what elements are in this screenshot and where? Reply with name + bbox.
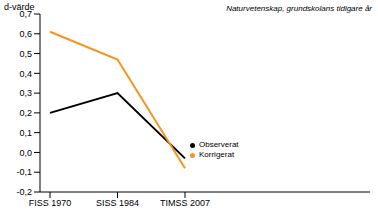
svg-text:0,5: 0,5 <box>19 49 32 59</box>
svg-text:0,0: 0,0 <box>19 148 32 158</box>
html-text:Observerat: Observerat <box>199 140 239 149</box>
svg-text:0,2: 0,2 <box>19 108 32 118</box>
svg-text:FISS 1970: FISS 1970 <box>29 198 72 208</box>
svg-text:0,7: 0,7 <box>19 9 32 20</box>
svg-text:-0,2: -0,2 <box>16 187 32 197</box>
svg-text:0,3: 0,3 <box>19 88 32 98</box>
svg-text:SISS 1984: SISS 1984 <box>96 198 139 208</box>
svg-text:0,4: 0,4 <box>19 69 32 79</box>
svg-text:-0,1: -0,1 <box>16 167 32 177</box>
html-text:d-värde: d-värde <box>4 2 35 12</box>
html-text:Korrigerat: Korrigerat <box>199 150 235 159</box>
html-text:Naturvetenskap, grundskolans t: Naturvetenskap, grundskolans tidigare år <box>226 4 372 13</box>
svg-text:TIMSS 2007: TIMSS 2007 <box>160 198 210 208</box>
svg-text:0,6: 0,6 <box>19 29 32 39</box>
svg-text:0,1: 0,1 <box>19 128 32 138</box>
